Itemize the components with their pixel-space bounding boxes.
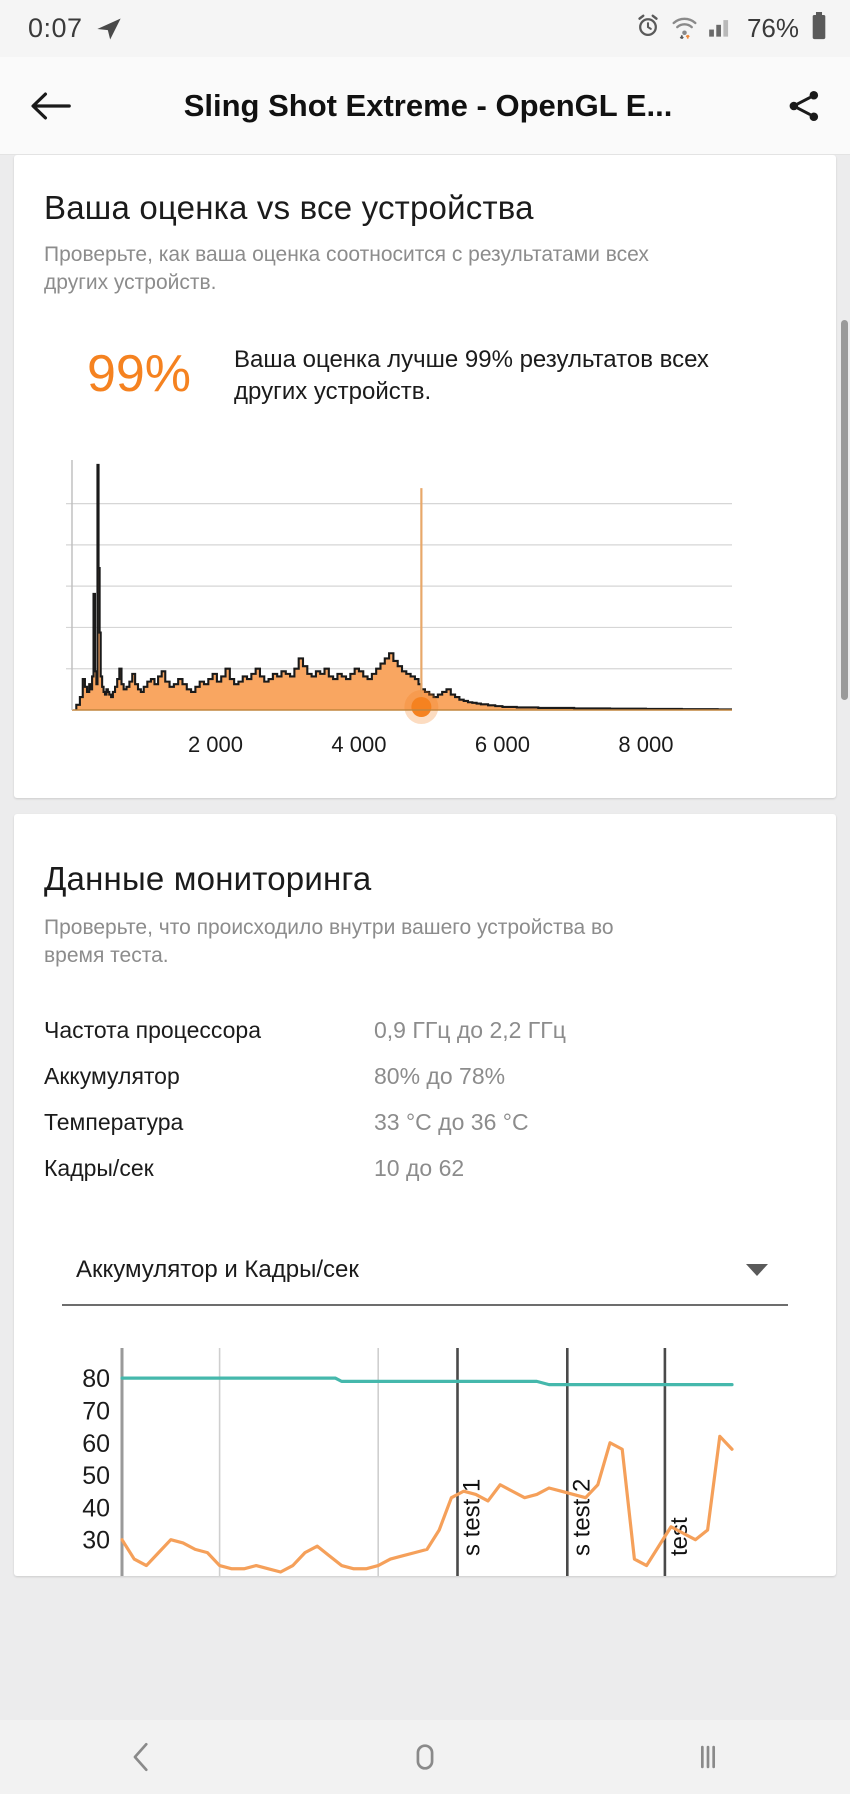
share-icon: [789, 90, 819, 121]
chevron-down-icon[interactable]: [746, 1264, 768, 1277]
histogram-x-tick-label: 6 000: [474, 731, 530, 757]
score-vs-all-devices-card: Ваша оценка vs все устройства Проверьте,…: [14, 155, 836, 798]
home-nav-icon: [416, 1744, 434, 1770]
monitoring-row-key: Аккумулятор: [44, 1063, 180, 1090]
battery-percent-label: 76%: [746, 13, 799, 43]
signal-icon: [708, 14, 734, 43]
percentile-value: 99%: [86, 344, 192, 403]
monitoring-y-tick-label: 60: [82, 1430, 110, 1458]
scroll-content[interactable]: Ваша оценка vs все устройства Проверьте,…: [0, 155, 850, 1720]
monitoring-row: Аккумулятор 80% до 78%: [44, 1054, 806, 1100]
monitoring-row: Кадры/сек 10 до 62: [44, 1146, 806, 1192]
battery-icon: [810, 12, 828, 45]
monitoring-row-value: 10 до 62: [374, 1155, 465, 1182]
monitoring-series-line: [120, 1376, 734, 1387]
wifi-icon: [670, 13, 699, 44]
arrow-left-icon: [31, 91, 71, 120]
monitoring-data-card: Данные мониторинга Проверьте, что происх…: [14, 813, 836, 1577]
status-bar: 0:07 76%: [0, 0, 850, 57]
chart-series-selector[interactable]: Аккумулятор и Кадры/сек: [62, 1236, 788, 1307]
percentile-row: 99% Ваша оценка лучше 99% результатов вс…: [44, 344, 806, 408]
monitoring-card-title: Данные мониторинга: [44, 859, 372, 897]
histogram-svg: [66, 459, 732, 724]
score-card-subtitle: Проверьте, как ваша оценка соотносится с…: [44, 243, 649, 295]
monitoring-row-value: 80% до 78%: [374, 1063, 506, 1090]
histogram-x-tick-label: 8 000: [618, 731, 674, 757]
monitoring-y-tick-label: 30: [82, 1527, 110, 1555]
monitoring-card-subtitle: Проверьте, что происходило внутри вашего…: [44, 915, 614, 967]
score-card-title: Ваша оценка vs все устройства: [44, 189, 534, 226]
scrollbar-thumb[interactable]: [841, 320, 848, 700]
score-distribution-histogram: [44, 442, 806, 732]
monitoring-row-value: 0,9 ГГц до 2,2 ГГц: [374, 1017, 566, 1044]
nav-back-button[interactable]: [0, 1740, 283, 1774]
nav-recents-button[interactable]: [567, 1740, 850, 1774]
recents-nav-icon: [701, 1745, 716, 1769]
monitoring-y-tick-label: 40: [82, 1495, 110, 1523]
share-button[interactable]: [784, 87, 824, 125]
monitoring-row-value: 33 °C до 36 °C: [374, 1109, 529, 1136]
histogram-x-axis-labels: 2 000 4 000 6 000 8 000: [44, 732, 806, 774]
monitoring-row-key: Кадры/сек: [44, 1155, 154, 1182]
chart-series-selected-label: Аккумулятор и Кадры/сек: [76, 1256, 359, 1284]
monitoring-y-tick-label: 70: [82, 1398, 110, 1426]
monitoring-row-key: Частота процессора: [44, 1017, 262, 1044]
monitoring-row: Температура 33 °C до 36 °C: [44, 1100, 806, 1146]
page-title: Sling Shot Extreme - OpenGL E...: [183, 87, 673, 123]
back-button[interactable]: [30, 88, 72, 124]
histogram-x-tick-label: 2 000: [187, 731, 243, 757]
monitoring-y-tick-label: 50: [82, 1462, 110, 1490]
nav-home-button[interactable]: [283, 1740, 566, 1774]
monitoring-row: Частота процессора 0,9 ГГц до 2,2 ГГц: [44, 1008, 806, 1054]
back-nav-icon: [133, 1742, 148, 1772]
monitoring-row-key: Температура: [44, 1109, 184, 1136]
monitoring-values-table: Частота процессора 0,9 ГГц до 2,2 ГГц Акку…: [44, 1008, 806, 1192]
monitoring-series-line: [120, 1434, 734, 1574]
telegram-send-icon: [95, 15, 123, 43]
histogram-x-tick-label: 4 000: [331, 731, 387, 757]
status-bar-icons: 76%: [635, 12, 828, 45]
monitoring-y-tick-label: 80: [82, 1365, 110, 1393]
alarm-icon: [635, 13, 661, 44]
app-bar: Sling Shot Extreme - OpenGL E...: [0, 57, 850, 155]
system-navigation-bar: [0, 1720, 850, 1794]
percentile-description: Ваша оценка лучше 99% результатов всех д…: [234, 345, 709, 405]
status-bar-time: 0:07: [28, 13, 83, 43]
